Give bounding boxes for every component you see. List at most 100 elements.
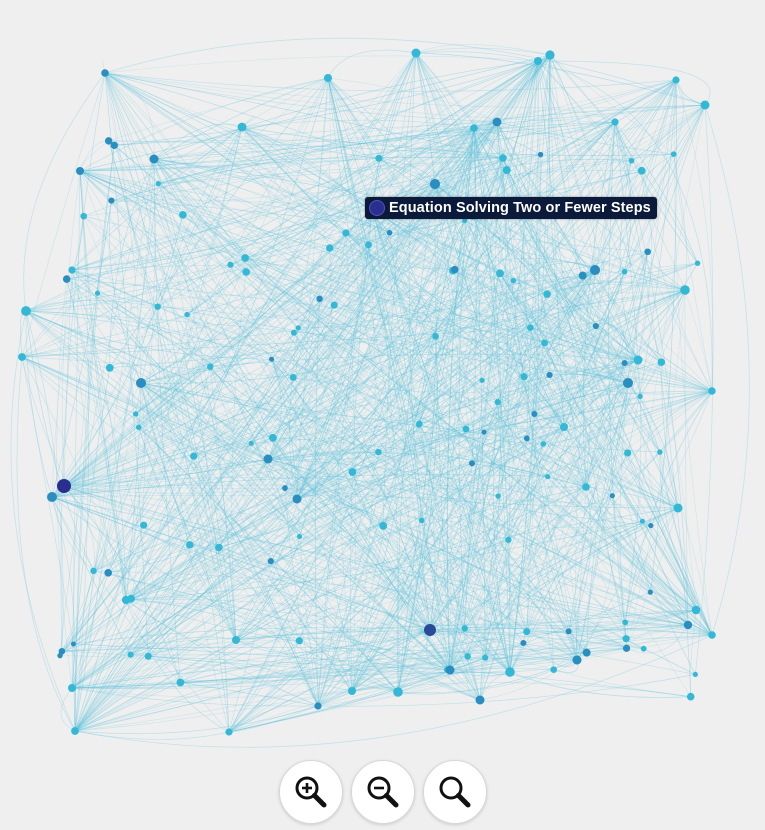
graph-edge xyxy=(21,356,481,701)
graph-edge xyxy=(104,72,184,215)
graph-edge xyxy=(63,269,596,487)
graph-edge xyxy=(241,126,369,246)
graph-edge xyxy=(108,572,481,701)
network-graph[interactable] xyxy=(0,0,765,760)
graph-edge xyxy=(537,60,697,611)
graph-node xyxy=(127,651,134,658)
graph-edge xyxy=(530,327,629,384)
graph-edge xyxy=(371,208,713,392)
graph-node xyxy=(546,371,553,379)
zoom-out-button[interactable] xyxy=(350,760,415,824)
graph-edge xyxy=(235,539,509,641)
graph-edge xyxy=(614,121,689,626)
graph-edge xyxy=(245,257,713,392)
graph-edge xyxy=(74,232,347,732)
graph-edge xyxy=(352,426,565,473)
zoom-in-button[interactable] xyxy=(278,760,343,824)
graph-node xyxy=(469,460,476,467)
graph-edge xyxy=(63,269,596,487)
graph-edge xyxy=(182,214,713,636)
graph-edge xyxy=(74,183,159,732)
graph-node xyxy=(184,311,190,318)
graph-edge xyxy=(135,127,475,415)
graph-node xyxy=(237,122,247,132)
graph-edge xyxy=(63,485,95,571)
graph-node xyxy=(432,333,439,340)
graph-edge xyxy=(63,485,587,490)
graph-edge xyxy=(83,126,243,217)
graph-edge xyxy=(74,539,509,732)
graph-edge xyxy=(345,232,565,428)
graph-edge xyxy=(104,72,616,123)
graph-edge xyxy=(71,342,545,689)
graph-node xyxy=(127,594,135,603)
graph-edge xyxy=(104,72,237,641)
graph-edge xyxy=(21,126,243,358)
graph-edge xyxy=(104,72,569,632)
graph-edge xyxy=(25,170,642,312)
graph-edge xyxy=(113,145,451,671)
graph-edge xyxy=(345,232,697,611)
graph-edge xyxy=(125,599,696,675)
graph-edge xyxy=(660,362,697,611)
graph-node xyxy=(479,377,485,383)
graph-edge xyxy=(296,423,420,500)
reset-zoom-button[interactable] xyxy=(422,760,487,824)
graph-edge xyxy=(138,427,399,693)
graph-edge xyxy=(267,374,550,460)
graph-edge xyxy=(284,289,686,489)
graph-edge xyxy=(63,382,142,487)
graph-node xyxy=(105,363,114,372)
graph-edge xyxy=(543,390,713,445)
graph-edge xyxy=(435,336,697,611)
graph-edge xyxy=(549,374,713,395)
graph-edge xyxy=(553,507,679,670)
graph-edge xyxy=(140,127,475,384)
graph-edge xyxy=(71,170,642,689)
graph-edge xyxy=(626,624,689,654)
graph-edge xyxy=(429,382,629,631)
graph-edge xyxy=(449,382,629,671)
graph-edge xyxy=(71,269,300,537)
graph-edge xyxy=(389,232,639,361)
graph-edge xyxy=(637,170,652,361)
graph-edge xyxy=(530,289,686,329)
graph-edge xyxy=(371,208,525,378)
graph-edge xyxy=(51,431,485,498)
graph-edge xyxy=(317,443,544,707)
graph-edge xyxy=(454,258,596,271)
graph-node xyxy=(481,429,487,435)
graph-edge xyxy=(549,54,698,264)
zoom-out-icon xyxy=(367,776,398,808)
graph-edge xyxy=(408,52,431,631)
graph-edge xyxy=(327,77,511,673)
graph-node-emphasized xyxy=(623,378,633,388)
graph-node xyxy=(496,269,504,278)
graph-edge xyxy=(563,426,697,611)
graph-edge xyxy=(93,54,551,572)
graph-edge xyxy=(585,251,649,488)
graph-edge xyxy=(327,77,451,671)
graph-edge xyxy=(71,126,243,271)
graph-edge xyxy=(351,507,679,692)
graph-edge xyxy=(317,669,451,707)
graph-edge xyxy=(449,495,613,671)
graph-edge xyxy=(397,215,474,693)
graph-edge xyxy=(449,507,679,671)
graph-edge xyxy=(371,208,528,632)
graph-edge xyxy=(140,382,713,636)
graph-edge xyxy=(79,170,648,253)
graph-edge xyxy=(625,622,713,636)
graph-edge xyxy=(544,269,596,344)
graph-node xyxy=(647,589,653,595)
graph-edge xyxy=(594,269,630,384)
graph-edge xyxy=(97,292,713,636)
graph-node xyxy=(68,684,76,692)
graph-edge xyxy=(508,54,551,540)
graph-edge xyxy=(104,72,155,160)
graph-edge xyxy=(21,356,696,675)
graph-edge xyxy=(371,208,509,541)
graph-node xyxy=(545,50,555,60)
graph-edge xyxy=(627,79,677,453)
graph-edge xyxy=(104,72,548,295)
